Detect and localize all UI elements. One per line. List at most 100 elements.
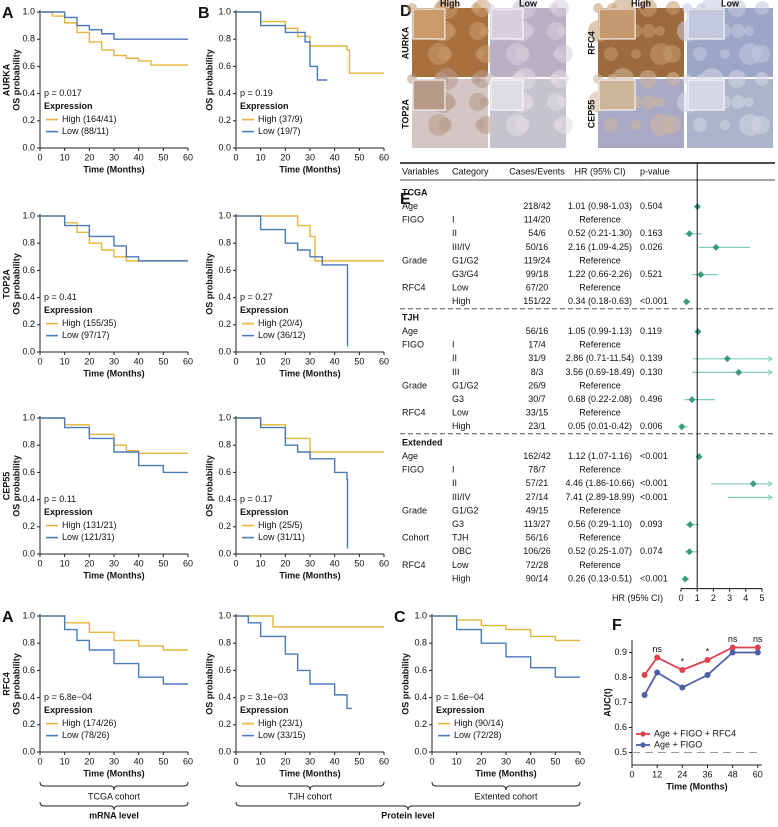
ihc-column: High [440,0,460,8]
hr-label: 0.34 (0.18-0.63) [568,296,632,306]
x-tick-label: 60 [379,152,389,162]
y-tick-label: 0.6 [218,61,231,71]
x-axis-label: Time (Months) [279,368,340,378]
category: I [452,215,455,225]
cases: 56/16 [526,326,549,336]
legend-label: Low (19/7) [258,126,301,136]
x-tick-label: 40 [330,356,340,366]
category: Low [452,408,469,418]
legend-label: High (90/14) [454,718,504,728]
x-tick-label: 40 [134,558,144,568]
hr-label: 0.52 (0.21-1.30) [568,228,632,238]
x-tick-label: 20 [280,558,290,568]
y-tick-label: 0.8 [614,672,627,682]
category: Low [452,283,469,293]
legend-label: High (174/26) [62,718,117,728]
survival-curve [236,417,384,453]
hr-point [681,575,689,583]
y-tick-label: 0.6 [218,467,231,477]
survival-curve [236,215,349,347]
x-tick-label: 20 [84,356,94,366]
ihc-texture [604,47,618,61]
cases: 8/3 [531,367,544,377]
p-value: 0.163 [640,228,663,238]
ihc-texture [428,114,450,136]
category: I [452,465,455,475]
panel-letter: B [198,5,210,22]
auc-point [729,649,736,656]
x-tick-label: 0 [37,152,42,162]
x-tick-label: 20 [84,756,94,766]
legend-label: High (37/9) [258,114,303,124]
category: II [452,353,457,363]
y-tick-label: 1.0 [218,610,231,620]
hr-label: 0.26 (0.13-0.51) [568,573,632,583]
legend-label: High (20/4) [258,318,303,328]
cases: 33/15 [526,408,549,418]
ihc-inset [490,79,524,111]
p-value: 0.026 [640,242,663,252]
x-tick-label: 0 [37,558,42,568]
category: G3/G4 [452,269,479,279]
x-tick-label: 3 [727,593,732,603]
x-tick-label: 10 [60,152,70,162]
ihc-texture [655,26,665,36]
y-axis-label: OS probability [204,455,214,517]
x-axis-label: Time (Months) [475,768,536,778]
x-tick-label: 40 [134,152,144,162]
x-tick-label: 60 [379,558,389,568]
legend-label: Low (72/28) [454,730,502,740]
x-tick-label: 30 [305,558,315,568]
x-tick-label: 0 [233,152,238,162]
p-value: p = 0.017 [44,88,82,98]
y-tick-label: 1.0 [414,610,427,620]
bracket [431,781,581,791]
legend-title: Expression [44,101,93,111]
survival-curve [40,615,188,685]
legend-label: High (23/1) [258,718,303,728]
x-tick-label: 20 [280,356,290,366]
column-header: HR (95% CI) [574,166,625,176]
x-tick-label: 30 [501,756,511,766]
hr-point [712,243,720,251]
variable: Grade [402,505,427,515]
p-value: p = 0.41 [44,292,77,302]
x-tick-label: 50 [354,756,364,766]
p-value: 0.521 [640,269,663,279]
x-tick-label: 0 [233,558,238,568]
variable: FIGO [402,215,424,225]
x-tick-label: 10 [60,558,70,568]
category: High [452,573,471,583]
survival-curve [236,11,384,74]
y-tick-label: 0.9 [614,647,627,657]
panel-letter: F [612,617,622,634]
legend-title: Expression [240,507,289,517]
hr-label: Reference [579,215,621,225]
bracket [39,801,189,811]
x-tick-label: 50 [158,756,168,766]
y-tick-label: 0.2 [218,719,231,729]
x-tick-label: 0 [37,756,42,766]
y-tick-label: 1.0 [218,210,231,220]
y-tick-label: 0.8 [218,440,231,450]
p-value: p = 0.27 [240,292,273,302]
significance: ns [652,644,662,654]
ihc-texture [731,24,745,38]
y-tick-label: 0.4 [414,692,427,702]
ihc-texture [469,93,487,111]
legend-title: Expression [240,705,289,715]
auc-point [704,672,711,678]
panel-letter: A [2,609,14,626]
x-tick-label: 10 [60,756,70,766]
legend-label: Low (78/26) [62,730,110,740]
y-tick-label: 1.0 [218,6,231,16]
variable: RFC4 [402,560,426,570]
x-tick-label: 5 [759,593,764,603]
cases: 90/14 [526,573,549,583]
legend-label: High (164/41) [62,114,117,124]
ihc-texture [731,95,745,109]
legend-label: Age + FIGO [654,739,702,749]
variable: Cohort [402,533,430,543]
y-tick-label: 0.6 [218,665,231,675]
x-axis-label: Time (Months) [279,164,340,174]
